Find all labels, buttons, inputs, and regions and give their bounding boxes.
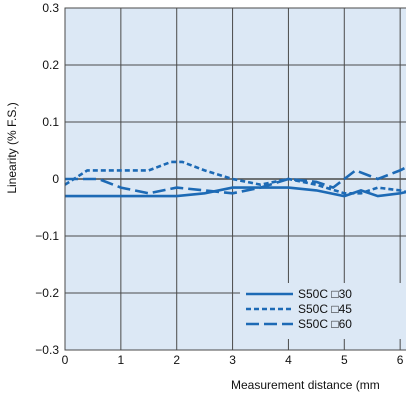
- series-line-3: [65, 165, 406, 195]
- legend-box: [240, 283, 406, 339]
- y-tick-label: −0.3: [35, 343, 59, 357]
- x-axis-title: Measurement distance (mm: [231, 378, 380, 392]
- series-lines: [64, 160, 406, 198]
- series-line-1: [65, 186, 406, 198]
- x-tick-label: 5: [341, 353, 348, 367]
- x-tick-label: 1: [118, 353, 125, 367]
- y-tick-label: 0.2: [42, 58, 59, 72]
- x-tick-label: 0: [62, 353, 69, 367]
- x-tick-label: 3: [229, 353, 236, 367]
- plot-frame: [64, 7, 406, 351]
- tick-labels: 0.30.20.10−0.1−0.2−0.301234567: [35, 1, 404, 367]
- series-line-2: [64, 160, 406, 195]
- x-tick-label: 6: [397, 353, 404, 367]
- y-tick-label: −0.1: [35, 229, 59, 243]
- x-tick-label: 4: [285, 353, 292, 367]
- y-tick-label: 0: [52, 172, 59, 186]
- legend-label: S50C □30: [298, 287, 352, 301]
- y-axis-title: Linearity (% F.S.): [5, 102, 19, 193]
- legend-label: S50C □60: [298, 317, 352, 331]
- y-tick-label: −0.2: [35, 286, 59, 300]
- x-tick-label: 2: [173, 353, 180, 367]
- y-tick-label: 0.1: [42, 115, 59, 129]
- y-tick-label: 0.3: [42, 1, 59, 15]
- legend-label: S50C □45: [298, 302, 352, 316]
